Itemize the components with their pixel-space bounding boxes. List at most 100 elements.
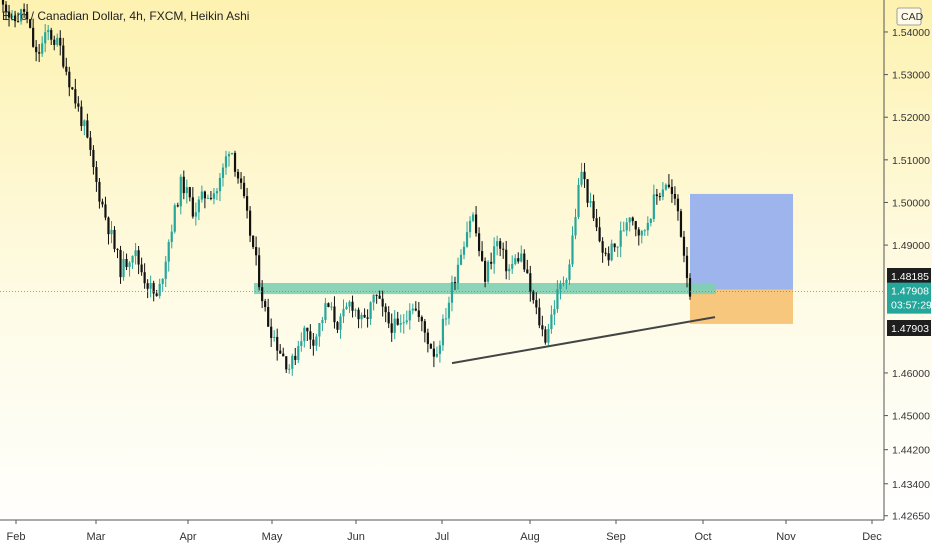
bar-countdown-text: 03:57:29 xyxy=(891,300,932,312)
candle xyxy=(589,192,592,208)
candle xyxy=(306,327,309,341)
candle xyxy=(125,253,128,271)
candle xyxy=(38,43,41,63)
candle xyxy=(300,332,303,352)
candle xyxy=(643,229,646,236)
candle xyxy=(432,341,435,368)
candle xyxy=(342,299,345,324)
target-zone[interactable] xyxy=(690,193,793,290)
candle xyxy=(26,3,29,24)
candle xyxy=(420,315,423,332)
candle xyxy=(456,257,460,290)
candle xyxy=(646,216,649,236)
candle xyxy=(625,217,628,237)
candle xyxy=(239,172,243,190)
candle xyxy=(10,10,14,21)
x-tick-label: Sep xyxy=(606,531,626,543)
support-zone[interactable] xyxy=(254,283,716,295)
candle xyxy=(92,145,95,175)
price-label: 1.47903 xyxy=(887,320,931,336)
candle xyxy=(13,10,17,28)
candle xyxy=(59,30,62,56)
candle xyxy=(348,300,351,314)
x-tick-label: Apr xyxy=(179,531,196,543)
price-axis[interactable]: CAD 1.54000 1.53000 1.52000 1.51000 1.50000 1… xyxy=(883,0,932,523)
candle xyxy=(119,245,122,284)
candle xyxy=(357,307,360,329)
candle xyxy=(74,78,77,109)
candle xyxy=(604,247,607,257)
candle xyxy=(649,218,652,227)
candle xyxy=(640,229,643,244)
candle xyxy=(511,255,514,274)
candle xyxy=(505,240,508,280)
candle xyxy=(688,273,692,300)
price-label: 1.48185 xyxy=(887,268,931,284)
candle xyxy=(146,279,149,299)
candle xyxy=(282,347,285,357)
candle xyxy=(209,191,213,201)
candle xyxy=(297,340,300,364)
candle xyxy=(285,356,288,374)
candle xyxy=(80,100,83,131)
plot-area[interactable] xyxy=(0,0,884,376)
candle xyxy=(236,168,240,184)
candle xyxy=(447,296,451,325)
candle xyxy=(490,252,493,270)
candle xyxy=(468,216,472,238)
candle xyxy=(435,346,438,358)
candle xyxy=(387,306,390,329)
candle xyxy=(399,314,402,333)
candle xyxy=(149,275,152,298)
candle xyxy=(384,303,387,323)
candle xyxy=(598,216,601,243)
candle xyxy=(170,224,173,249)
candle xyxy=(264,298,267,312)
currency-label: CAD xyxy=(901,11,924,23)
y-tick-label: 1.52000 xyxy=(892,112,930,124)
candle xyxy=(104,196,107,221)
candle xyxy=(414,301,417,312)
candle xyxy=(426,328,429,353)
candle xyxy=(230,152,234,155)
candle xyxy=(71,86,74,91)
candle xyxy=(68,66,71,97)
last-price-text: 1.47908 xyxy=(891,286,929,298)
candle xyxy=(95,161,98,192)
candle xyxy=(550,305,553,334)
candle xyxy=(336,320,339,334)
y-tick-label: 1.46000 xyxy=(892,368,930,380)
candle xyxy=(179,174,182,215)
candle xyxy=(354,308,357,317)
chart-title: Euro / Canadian Dollar, 4h, FXCM, Heikin… xyxy=(2,9,249,23)
candle xyxy=(493,237,496,274)
candle xyxy=(176,202,179,208)
candle xyxy=(586,179,589,208)
candle xyxy=(203,190,206,209)
time-axis[interactable]: Feb Mar Apr May Jun Jul Aug Sep Oct Nov Dec xyxy=(0,519,932,550)
candle xyxy=(19,8,23,25)
candle xyxy=(212,187,216,205)
candle xyxy=(309,324,312,350)
candle xyxy=(62,37,65,69)
trendline[interactable] xyxy=(451,316,716,365)
candle xyxy=(140,257,143,276)
candle xyxy=(553,300,556,326)
candle xyxy=(580,162,583,188)
candle xyxy=(152,280,155,302)
candle xyxy=(321,316,324,332)
candle xyxy=(405,310,408,325)
y-tick-label: 1.45000 xyxy=(892,411,930,423)
candle xyxy=(423,318,426,343)
candle xyxy=(562,276,565,287)
candle xyxy=(83,119,86,136)
candle xyxy=(89,130,92,156)
candle xyxy=(270,318,273,347)
candle xyxy=(29,18,32,29)
candle xyxy=(544,326,547,345)
candle xyxy=(628,217,631,232)
candle xyxy=(318,322,321,347)
currency-badge[interactable]: CAD xyxy=(896,7,924,26)
candle xyxy=(393,310,396,340)
